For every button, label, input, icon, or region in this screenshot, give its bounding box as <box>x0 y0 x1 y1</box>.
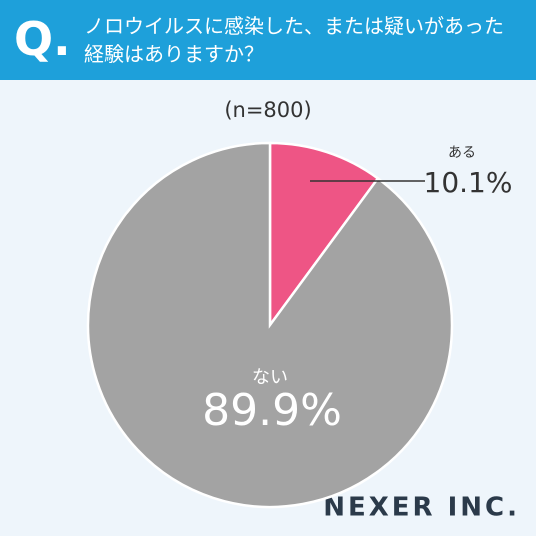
subtitle: (n=800) <box>224 98 311 122</box>
slice-name: ない <box>252 367 288 388</box>
slice-value-label: 89.9% <box>202 385 342 436</box>
pie-slice <box>86 141 454 509</box>
chart-title: ノロウイルスに感染した、または疑いがあった経験はありますか？ <box>84 14 504 66</box>
pie-slice <box>268 141 380 329</box>
question-mark: Q. <box>14 12 71 66</box>
logo: NEXER INC. <box>323 493 520 523</box>
slice-value-label: 10.1% <box>424 166 513 199</box>
slice-name: ある <box>448 145 476 161</box>
header: Q. ノロウイルスに感染した、または疑いがあった経験はありますか？ <box>0 0 536 80</box>
